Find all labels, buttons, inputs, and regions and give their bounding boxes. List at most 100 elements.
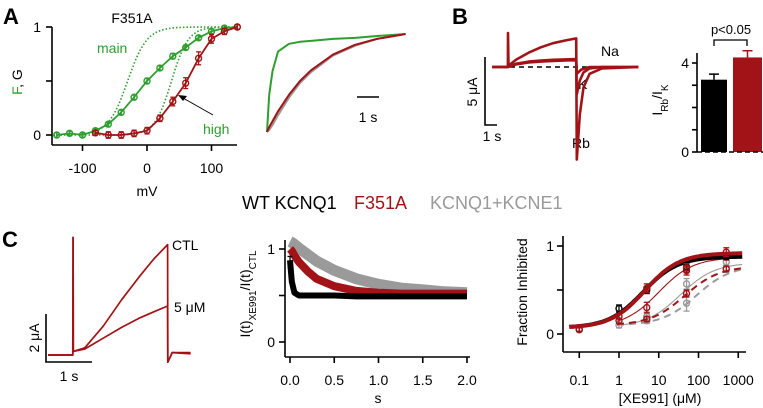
data-point: [207, 35, 216, 43]
trace-fluorescence: [266, 33, 406, 133]
data-point: [91, 129, 100, 137]
current-trace-rb: [492, 31, 639, 161]
data-point: [169, 97, 177, 106]
data-point: [65, 129, 74, 138]
ylabel-sub-k: K: [660, 84, 671, 91]
trace-label-na: Na: [601, 43, 619, 59]
panel-a-ylabel: F, G: [9, 69, 25, 95]
annotation-arrow-line: [182, 97, 214, 116]
data-point: [53, 131, 61, 139]
ratio-x-tick-label: 0.0: [280, 372, 300, 388]
time-ratio-ylabel: I(t)XE991/I(t)CTL: [237, 250, 259, 337]
data-point: [194, 54, 203, 63]
fit-curve-high: [53, 26, 238, 136]
data-point: [181, 79, 190, 87]
fit-curve-f351a: [569, 251, 743, 329]
dose-x-tick-label: 1: [615, 372, 623, 388]
panel-b-traces-chart: 5 μA 1 s Na K Rb: [464, 31, 639, 161]
panel-a-traces-chart: 1 s: [266, 33, 406, 133]
significance-label: p<0.05: [711, 22, 751, 37]
ylabel-i: I: [649, 112, 665, 116]
current-trace-k: [492, 57, 639, 96]
data-point: [156, 64, 164, 72]
bar-ylabel: IRb/IK: [649, 84, 671, 115]
ylabel-part: /I(t): [237, 269, 253, 290]
ylabel-g: , G: [9, 69, 25, 88]
ratio-series-kcnq1-kcne1: [286, 236, 468, 299]
data-point: [722, 248, 730, 256]
data-point: [220, 27, 229, 36]
trace-label-rb: Rb: [572, 135, 590, 151]
fv-y-tick-label: 0: [33, 127, 41, 143]
fv-x-tick-label: 0: [143, 160, 151, 176]
dose-x-tick-label: 1000: [723, 372, 754, 388]
data-point: [117, 108, 125, 117]
ratio-y-tick-label: 1: [267, 241, 275, 257]
trace-label-ctl: CTL: [172, 237, 199, 253]
data-point: [615, 312, 623, 321]
panel-c-traces-chart: 2 μA 1 s CTL 5 μM: [26, 236, 205, 384]
bar-f351a: [733, 57, 762, 152]
scale-bar: [45, 314, 92, 363]
ratio-x-tick-label: 0.5: [325, 372, 345, 388]
dose-response-ylabel: Fraction Inhibited: [514, 238, 530, 345]
current-trace-ctl: [48, 236, 191, 364]
dose-x-tick-label: 0.1: [570, 372, 590, 388]
legend-f351a: F351A: [354, 193, 407, 213]
ylabel-sub-ctl: CTL: [248, 250, 259, 269]
ylabel-part: I(t): [237, 320, 253, 337]
bar-y-tick-label: 0: [681, 144, 689, 160]
data-point: [78, 131, 87, 139]
data-point: [104, 120, 113, 128]
ratio-x-tick-label: 1.5: [413, 372, 433, 388]
annotation-main: main: [97, 40, 127, 56]
panel-a-xlabel: mV: [137, 183, 159, 199]
scale-bar-time-label: 1 s: [60, 368, 79, 384]
fit-curve-kcnq1-kcne1-2-: [616, 268, 743, 326]
data-point: [143, 126, 151, 135]
data-point: [156, 114, 164, 122]
data-point: [143, 77, 151, 85]
fv-x-tick-label: 100: [200, 160, 224, 176]
legend-kcnq1-kcne1: KCNQ1+KCNE1: [430, 193, 563, 213]
trace-label-5um: 5 μM: [174, 299, 205, 315]
significance-bracket: [713, 39, 748, 46]
ylabel-f: F: [9, 87, 25, 95]
data-point: [682, 289, 691, 298]
data-point: [194, 34, 203, 42]
data-point: [643, 284, 651, 292]
fv-x-tick-label: -100: [68, 160, 96, 176]
ylabel-sub-xe991: XE991: [248, 290, 259, 320]
bar-wt-kcnq1: [701, 79, 727, 152]
panel-a-title: F351A: [111, 10, 153, 26]
panel-c-dose-response-chart: [XE991] (μM) Fraction Inhibited 0 1 0.1 1 10…: [514, 236, 754, 406]
data-point: [722, 265, 730, 273]
data-point: [130, 93, 138, 101]
fit-curve-kcnq1-kcne1: [616, 263, 743, 326]
fv-y-tick-label: 1: [33, 19, 41, 35]
data-point: [104, 131, 113, 139]
panel-c-time-ratio-chart: s I(t)XE991/I(t)CTL 0 1 0.0 0.5 1.0 1.5 2.0: [237, 236, 477, 406]
annotation-high: high: [203, 121, 229, 137]
data-point: [615, 304, 623, 313]
data-point: [643, 315, 651, 323]
data-point: [233, 23, 242, 31]
legend: WT KCNQ1 F351A KCNQ1+KCNE1: [242, 193, 563, 213]
dose-y-tick-label: 1: [546, 238, 554, 254]
data-point: [682, 280, 691, 288]
dose-x-tick-label: 10: [651, 372, 667, 388]
dose-y-tick-label: 0: [546, 326, 554, 342]
arrow-head-icon: [178, 95, 187, 101]
ratio-x-tick-label: 2.0: [457, 372, 477, 388]
panel-label-a: A: [3, 4, 19, 29]
trace-label-k: K: [578, 76, 588, 92]
scale-bar-time-label: 1 s: [359, 109, 378, 125]
panel-b-bar-chart: IRb/IK p<0.05 0 4: [649, 22, 763, 160]
panel-label-b: B: [452, 4, 468, 29]
panel-label-c: C: [2, 227, 18, 252]
fit-curve-main: [53, 26, 238, 136]
data-point: [682, 299, 691, 307]
current-trace-5: [48, 236, 191, 364]
data-point: [181, 43, 190, 52]
